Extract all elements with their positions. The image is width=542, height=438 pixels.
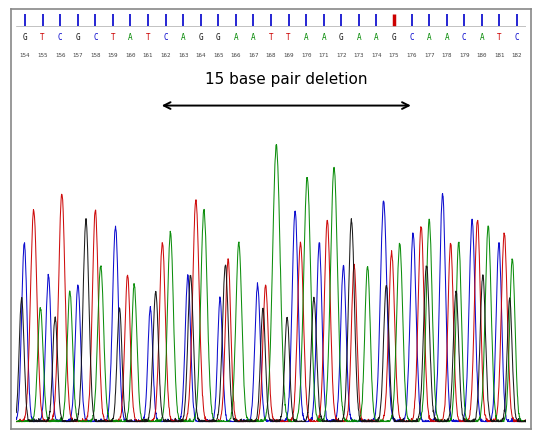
Text: G: G <box>392 33 396 42</box>
Text: C: C <box>409 33 414 42</box>
Text: T: T <box>40 33 45 42</box>
Text: C: C <box>93 33 98 42</box>
Text: A: A <box>357 33 361 42</box>
Text: A: A <box>128 33 133 42</box>
Text: 155: 155 <box>37 53 48 58</box>
Text: T: T <box>269 33 273 42</box>
Text: 168: 168 <box>266 53 276 58</box>
Text: 181: 181 <box>494 53 505 58</box>
Text: 172: 172 <box>336 53 346 58</box>
Text: 159: 159 <box>108 53 118 58</box>
Text: 162: 162 <box>160 53 171 58</box>
Text: C: C <box>58 33 62 42</box>
Text: T: T <box>286 33 291 42</box>
Text: 170: 170 <box>301 53 312 58</box>
Text: 160: 160 <box>125 53 136 58</box>
Text: G: G <box>198 33 203 42</box>
Text: 165: 165 <box>213 53 223 58</box>
Text: A: A <box>480 33 484 42</box>
Text: 156: 156 <box>55 53 66 58</box>
Text: 178: 178 <box>441 53 452 58</box>
Text: 167: 167 <box>248 53 259 58</box>
Text: A: A <box>251 33 256 42</box>
Text: 154: 154 <box>20 53 30 58</box>
Text: G: G <box>23 33 27 42</box>
Text: A: A <box>234 33 238 42</box>
Text: 166: 166 <box>230 53 241 58</box>
Text: T: T <box>146 33 150 42</box>
Text: G: G <box>339 33 344 42</box>
Text: G: G <box>216 33 221 42</box>
Text: T: T <box>111 33 115 42</box>
Text: C: C <box>462 33 467 42</box>
Text: 180: 180 <box>476 53 487 58</box>
Text: 158: 158 <box>90 53 101 58</box>
Text: 182: 182 <box>512 53 522 58</box>
Text: T: T <box>497 33 502 42</box>
Text: A: A <box>321 33 326 42</box>
Text: G: G <box>75 33 80 42</box>
Text: C: C <box>163 33 168 42</box>
Text: 164: 164 <box>196 53 206 58</box>
Text: 171: 171 <box>319 53 329 58</box>
Text: C: C <box>515 33 519 42</box>
Text: 175: 175 <box>389 53 399 58</box>
Text: 176: 176 <box>406 53 417 58</box>
Text: A: A <box>304 33 308 42</box>
Text: 173: 173 <box>353 53 364 58</box>
Text: 177: 177 <box>424 53 434 58</box>
Text: A: A <box>374 33 379 42</box>
Text: 15 base pair deletion: 15 base pair deletion <box>205 72 367 87</box>
Text: 174: 174 <box>371 53 382 58</box>
Text: A: A <box>181 33 185 42</box>
Text: 157: 157 <box>73 53 83 58</box>
Text: 163: 163 <box>178 53 189 58</box>
Text: 169: 169 <box>283 53 294 58</box>
Text: 179: 179 <box>459 53 469 58</box>
Text: A: A <box>427 33 431 42</box>
Text: A: A <box>444 33 449 42</box>
Text: 161: 161 <box>143 53 153 58</box>
